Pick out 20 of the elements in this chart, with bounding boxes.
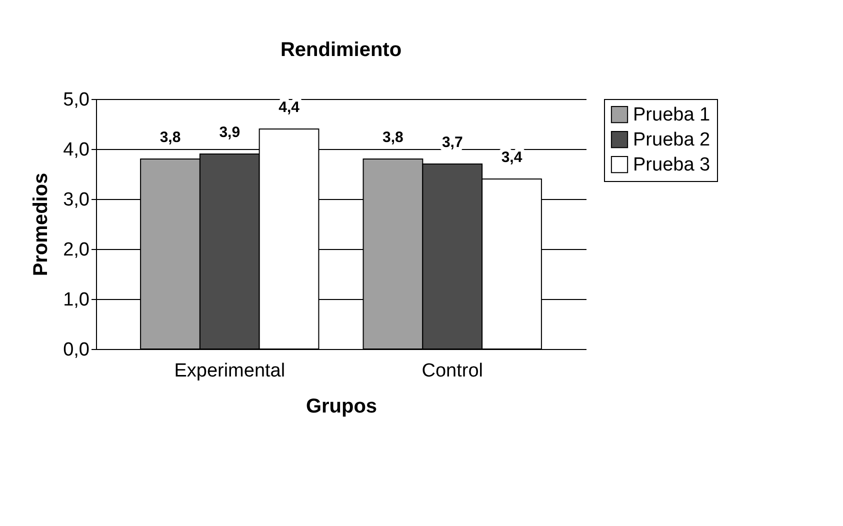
y-tick-label: 1,0: [63, 290, 90, 310]
data-label: 3,8: [382, 129, 404, 146]
y-tick-label: 0,0: [63, 340, 90, 360]
y-tick-label: 5,0: [63, 90, 90, 110]
y-axis-title: Promedios: [30, 172, 52, 276]
chart-title: Rendimiento: [280, 39, 402, 61]
data-label: 4,4: [278, 99, 300, 116]
y-tick-label: 2,0: [63, 240, 90, 260]
data-label: 3,7: [442, 134, 463, 151]
data-label: 3,8: [160, 129, 181, 146]
legend-label: Prueba 2: [633, 130, 710, 150]
x-tick-label: Control: [422, 360, 483, 382]
x-tick-label: Experimental: [174, 360, 286, 382]
x-axis-title: Grupos: [306, 396, 378, 418]
data-label: 3,9: [219, 124, 240, 141]
y-tick-label: 4,0: [63, 140, 90, 160]
legend-label: Prueba 3: [633, 154, 710, 176]
legend-label: Prueba 1: [633, 104, 710, 126]
y-tick-label: 3,0: [63, 190, 90, 210]
data-label: 3,4: [501, 149, 523, 166]
